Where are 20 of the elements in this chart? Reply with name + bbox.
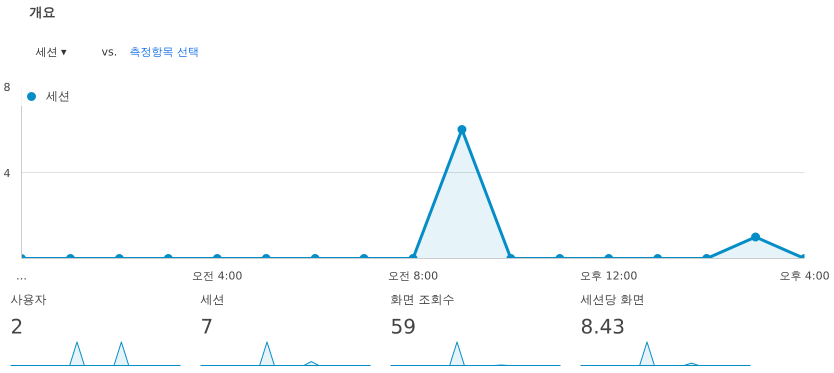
text: 측정항목 선택 bbox=[130, 46, 199, 58]
chart-title: 사용자 bbox=[10, 292, 46, 306]
chart-title: 화면 조회수 bbox=[390, 292, 454, 306]
chart-subtitle: 2 bbox=[10, 314, 24, 338]
chart-title: 세션 bbox=[200, 292, 224, 306]
chart-subtitle: 7 bbox=[200, 314, 214, 338]
text: 세션 ▾ bbox=[36, 46, 67, 58]
chart-subtitle: 59 bbox=[390, 314, 416, 338]
legend-label: 세션 bbox=[46, 88, 70, 104]
x-tick-label: 오전 4:00 bbox=[192, 270, 242, 282]
x-tick-label: … bbox=[16, 270, 27, 282]
y-tick-label: 4 bbox=[4, 167, 10, 180]
chart-title: 세션당 화면 bbox=[580, 292, 644, 306]
y-tick-label: 8 bbox=[4, 81, 10, 94]
chart-title: 개요 bbox=[30, 6, 56, 20]
x-tick-label: 오전 8:00 bbox=[388, 270, 438, 282]
chart-subtitle: 8.43 bbox=[580, 314, 626, 338]
x-tick-label: 오후 12:00 bbox=[580, 270, 638, 282]
x-tick-label: 오후 4:00 bbox=[779, 270, 830, 282]
text: vs. bbox=[102, 46, 118, 58]
